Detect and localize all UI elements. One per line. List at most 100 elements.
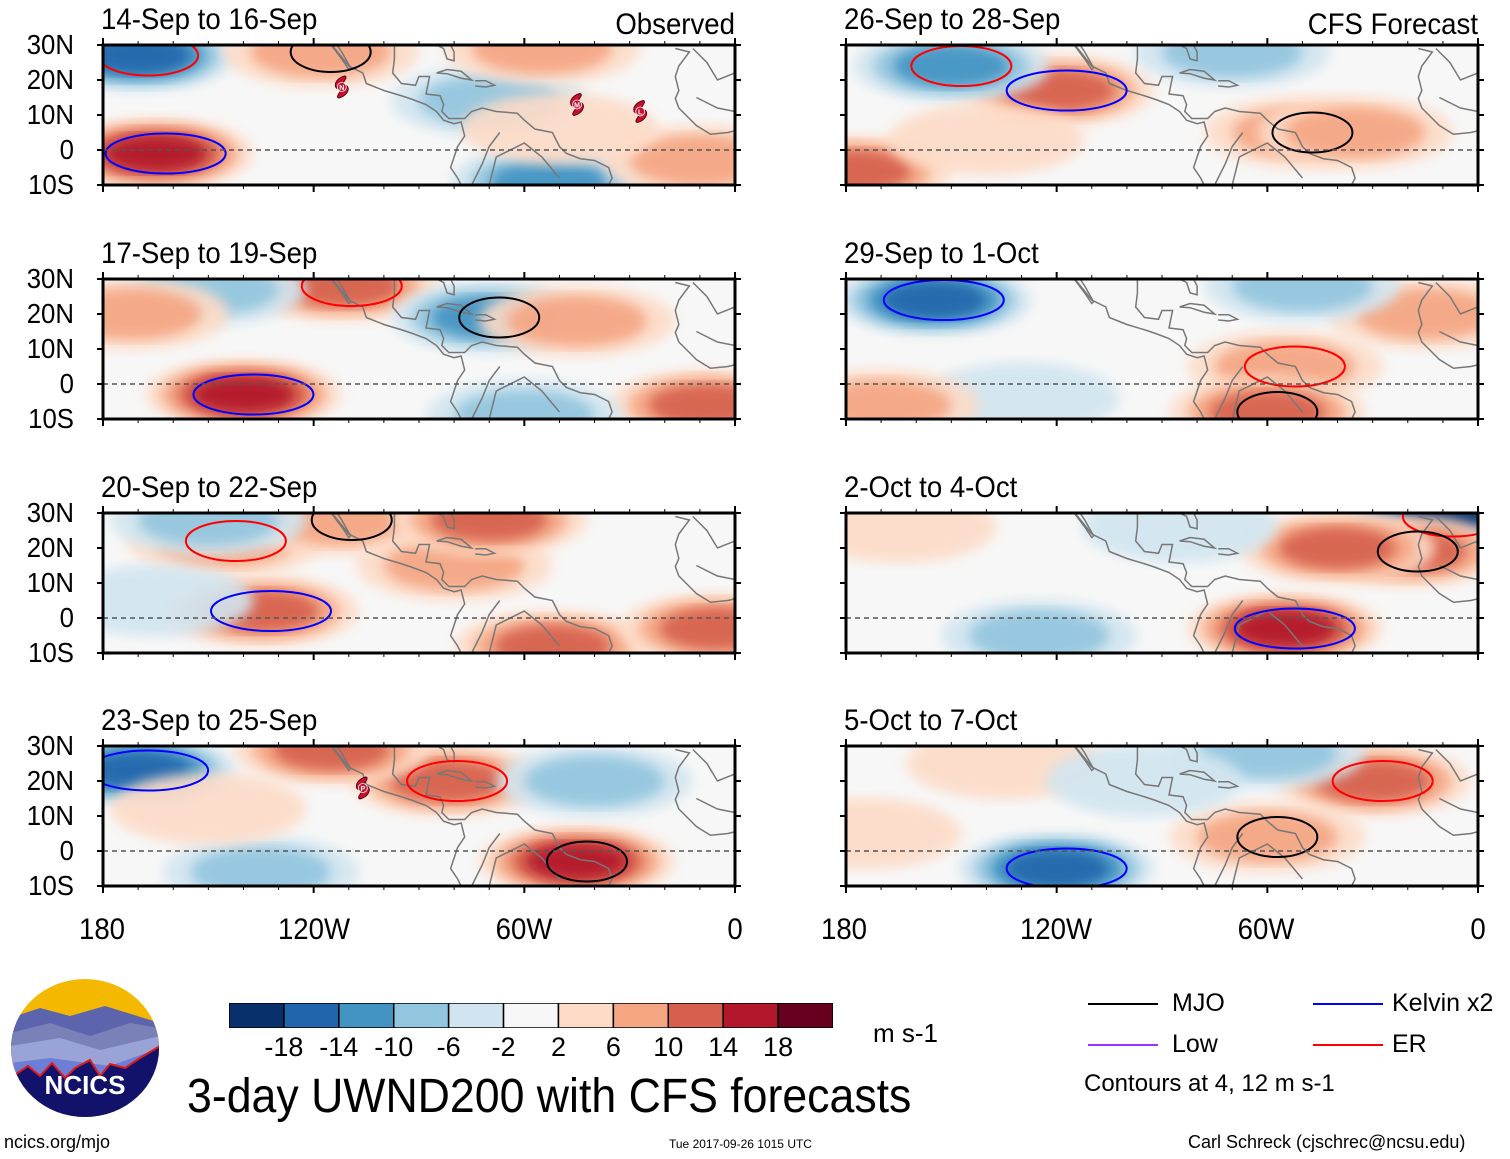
- lat-label: 0: [59, 368, 74, 399]
- coastline: [1439, 96, 1478, 113]
- coastline: [1073, 746, 1209, 886]
- wind-anomaly-blob: [846, 513, 997, 563]
- wind-anomaly-blob: [494, 624, 611, 653]
- colorbar-swatch: [612, 1003, 670, 1028]
- coastline: [436, 45, 455, 62]
- tropical-cyclone-icon: N: [334, 75, 349, 99]
- wind-anomaly-blob: [888, 103, 1085, 176]
- coastline: [436, 302, 475, 316]
- wind-anomaly-blob: [882, 281, 986, 319]
- coastline: [1417, 281, 1478, 370]
- coastline: [470, 132, 501, 185]
- colorbar-swatch: [283, 1003, 340, 1028]
- coastline: [470, 600, 501, 653]
- coastline: [1179, 279, 1198, 296]
- wind-anomaly-blob: [389, 759, 506, 803]
- wind-anomaly-blob: [110, 773, 307, 845]
- er-contour: [406, 760, 509, 802]
- coastline: [1179, 746, 1198, 763]
- coastline: [674, 47, 735, 136]
- coastline: [696, 96, 735, 113]
- wind-anomaly-blob: [507, 295, 647, 347]
- coastline: [696, 797, 735, 814]
- colorbar-swatch: [447, 1003, 505, 1028]
- coastline: [1073, 513, 1095, 539]
- wind-anomaly-blob: [273, 746, 390, 771]
- coastline: [391, 45, 613, 185]
- map-panel: [840, 506, 1484, 660]
- coastline: [1134, 45, 1356, 185]
- ncics-logo[interactable]: NCICS: [10, 978, 160, 1118]
- coastline: [1439, 797, 1478, 814]
- coastline: [1179, 68, 1218, 82]
- coastline: [674, 281, 735, 370]
- wind-anomaly-blob: [846, 149, 912, 185]
- lon-label-0-left: 0: [727, 913, 743, 946]
- lon-label-180-right: 180: [820, 913, 868, 946]
- coastline: [1435, 515, 1478, 549]
- tropical-cyclone-icon: M: [570, 92, 584, 117]
- wind-anomaly-blob: [969, 609, 1110, 653]
- colorbar-tick-label: -14: [319, 1032, 359, 1062]
- coastline: [391, 513, 613, 653]
- wind-anomaly-blob: [461, 93, 658, 165]
- legend-label-low: Low: [1172, 1030, 1218, 1058]
- wind-anomaly-blob: [1197, 811, 1338, 863]
- map-panel: [840, 272, 1484, 426]
- svg-text:N: N: [339, 85, 344, 92]
- colorbar-swatch: [722, 1003, 779, 1028]
- author-credit: Carl Schreck (cjschrec@ncsu.edu): [1188, 1132, 1466, 1152]
- timestamp: Tue 2017-09-26 1015 UTC: [669, 1137, 812, 1151]
- mjo-contour: [289, 45, 372, 73]
- svg-text:M: M: [574, 103, 580, 110]
- wind-anomaly-blob: [431, 513, 548, 542]
- lat-label: 0: [59, 602, 74, 633]
- coastline: [330, 279, 352, 305]
- lon-label-60w-right: 60W: [1237, 913, 1295, 946]
- site-link[interactable]: ncics.org/mjo: [4, 1132, 111, 1152]
- kelvin-contour: [1005, 69, 1128, 112]
- mjo-contour: [546, 840, 628, 883]
- coastline: [674, 748, 735, 837]
- coastline: [330, 746, 352, 772]
- coastline: [436, 536, 475, 550]
- coastline: [1218, 547, 1240, 556]
- wind-anomaly-blob: [1279, 526, 1396, 570]
- map-panel: P: [97, 739, 741, 893]
- map-panel: [97, 506, 741, 660]
- map-panel: [840, 739, 1484, 893]
- coastline: [1218, 313, 1240, 322]
- colorbar: [229, 1003, 833, 1028]
- tropical-cyclone-icon: P: [355, 776, 370, 800]
- coastline: [1179, 513, 1198, 530]
- panel-title: 2-Oct to 4-Oct: [844, 471, 1018, 504]
- legend-label-mjo: MJO: [1172, 989, 1225, 1017]
- panel-title: 29-Sep to 1-Oct: [844, 237, 1039, 270]
- wind-anomaly-blob: [659, 607, 735, 650]
- coastline: [1073, 279, 1095, 305]
- lat-label: 20N: [26, 532, 74, 563]
- colorbar-swatch: [229, 1003, 285, 1028]
- lat-label: 10S: [28, 870, 74, 901]
- mjo-contour: [1236, 391, 1319, 419]
- legend-line-kelvin: [1313, 1003, 1383, 1005]
- cfs-forecast-label: CFS Forecast: [1307, 8, 1478, 41]
- wind-anomaly-blob: [1081, 513, 1278, 563]
- svg-text:P: P: [360, 786, 365, 793]
- coastline: [696, 330, 735, 347]
- lon-label-180-left: 180: [78, 913, 126, 946]
- wind-anomaly-blob: [191, 846, 331, 886]
- colorbar-swatch: [777, 1003, 833, 1028]
- lon-label-60w-left: 60W: [495, 913, 553, 946]
- coastline: [1218, 780, 1240, 789]
- colorbar-tick-label: -18: [264, 1032, 304, 1062]
- coastline: [1417, 47, 1478, 136]
- wind-anomaly-blob: [1046, 746, 1243, 817]
- er-contour: [103, 45, 200, 77]
- coastline: [1435, 748, 1478, 782]
- coastline: [674, 515, 735, 604]
- lat-label: 20N: [26, 765, 74, 796]
- colorbar-tick-label: 10: [653, 1032, 684, 1062]
- coastline: [1179, 302, 1218, 316]
- wind-anomaly-blob: [1285, 106, 1426, 159]
